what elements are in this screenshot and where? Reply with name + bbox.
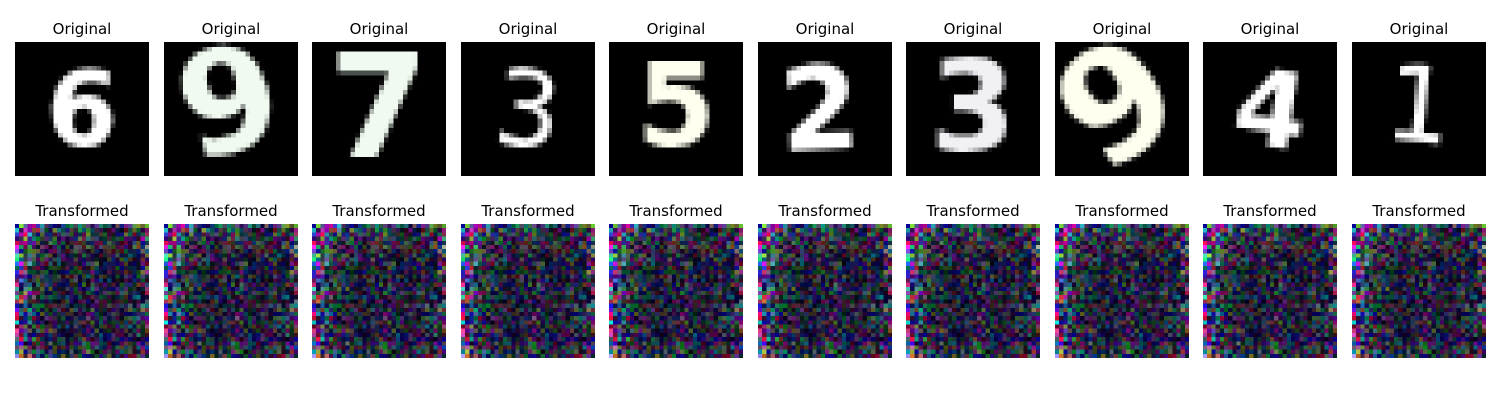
noise-image bbox=[461, 224, 595, 358]
digit-6-canvas bbox=[15, 42, 149, 176]
digit-image bbox=[461, 42, 595, 176]
transformed-title: Transformed bbox=[1372, 202, 1466, 220]
transformed-title: Transformed bbox=[35, 202, 129, 220]
noise-canvas bbox=[1203, 224, 1337, 358]
digit-3-canvas bbox=[906, 42, 1040, 176]
noise-canvas bbox=[758, 224, 892, 358]
digit-image bbox=[15, 42, 149, 176]
transformed-title: Transformed bbox=[481, 202, 575, 220]
noise-canvas bbox=[906, 224, 1040, 358]
original-title: Original bbox=[349, 20, 409, 38]
noise-canvas bbox=[15, 224, 149, 358]
noise-image bbox=[164, 224, 298, 358]
transformed-title: Transformed bbox=[1223, 202, 1317, 220]
original-title: Original bbox=[52, 20, 112, 38]
transformed-title: Transformed bbox=[926, 202, 1020, 220]
noise-image bbox=[1352, 224, 1486, 358]
digit-image bbox=[1203, 42, 1337, 176]
noise-image bbox=[906, 224, 1040, 358]
transformed-title: Transformed bbox=[629, 202, 723, 220]
digit-image bbox=[758, 42, 892, 176]
original-title: Original bbox=[498, 20, 558, 38]
original-title: Original bbox=[795, 20, 855, 38]
original-title: Original bbox=[201, 20, 261, 38]
digit-9-canvas bbox=[1055, 42, 1189, 176]
digit-4-canvas bbox=[1203, 42, 1337, 176]
digit-image bbox=[312, 42, 446, 176]
noise-canvas bbox=[1352, 224, 1486, 358]
digit-3-canvas bbox=[461, 42, 595, 176]
noise-image bbox=[15, 224, 149, 358]
noise-image bbox=[312, 224, 446, 358]
noise-image bbox=[1203, 224, 1337, 358]
noise-canvas bbox=[1055, 224, 1189, 358]
transformed-title: Transformed bbox=[184, 202, 278, 220]
digit-image bbox=[609, 42, 743, 176]
transformed-title: Transformed bbox=[332, 202, 426, 220]
noise-image bbox=[758, 224, 892, 358]
noise-canvas bbox=[461, 224, 595, 358]
original-title: Original bbox=[646, 20, 706, 38]
digit-image bbox=[906, 42, 1040, 176]
digit-5-canvas bbox=[609, 42, 743, 176]
original-title: Original bbox=[943, 20, 1003, 38]
digit-2-canvas bbox=[758, 42, 892, 176]
digit-9-canvas bbox=[164, 42, 298, 176]
transformed-title: Transformed bbox=[1075, 202, 1169, 220]
digit-image bbox=[1055, 42, 1189, 176]
noise-image bbox=[1055, 224, 1189, 358]
digit-1-canvas bbox=[1352, 42, 1486, 176]
original-title: Original bbox=[1240, 20, 1300, 38]
transformed-title: Transformed bbox=[778, 202, 872, 220]
noise-canvas bbox=[164, 224, 298, 358]
original-title: Original bbox=[1389, 20, 1449, 38]
digit-image bbox=[164, 42, 298, 176]
noise-canvas bbox=[312, 224, 446, 358]
noise-image bbox=[609, 224, 743, 358]
original-title: Original bbox=[1092, 20, 1152, 38]
digit-7-canvas bbox=[312, 42, 446, 176]
noise-canvas bbox=[609, 224, 743, 358]
digit-image bbox=[1352, 42, 1486, 176]
